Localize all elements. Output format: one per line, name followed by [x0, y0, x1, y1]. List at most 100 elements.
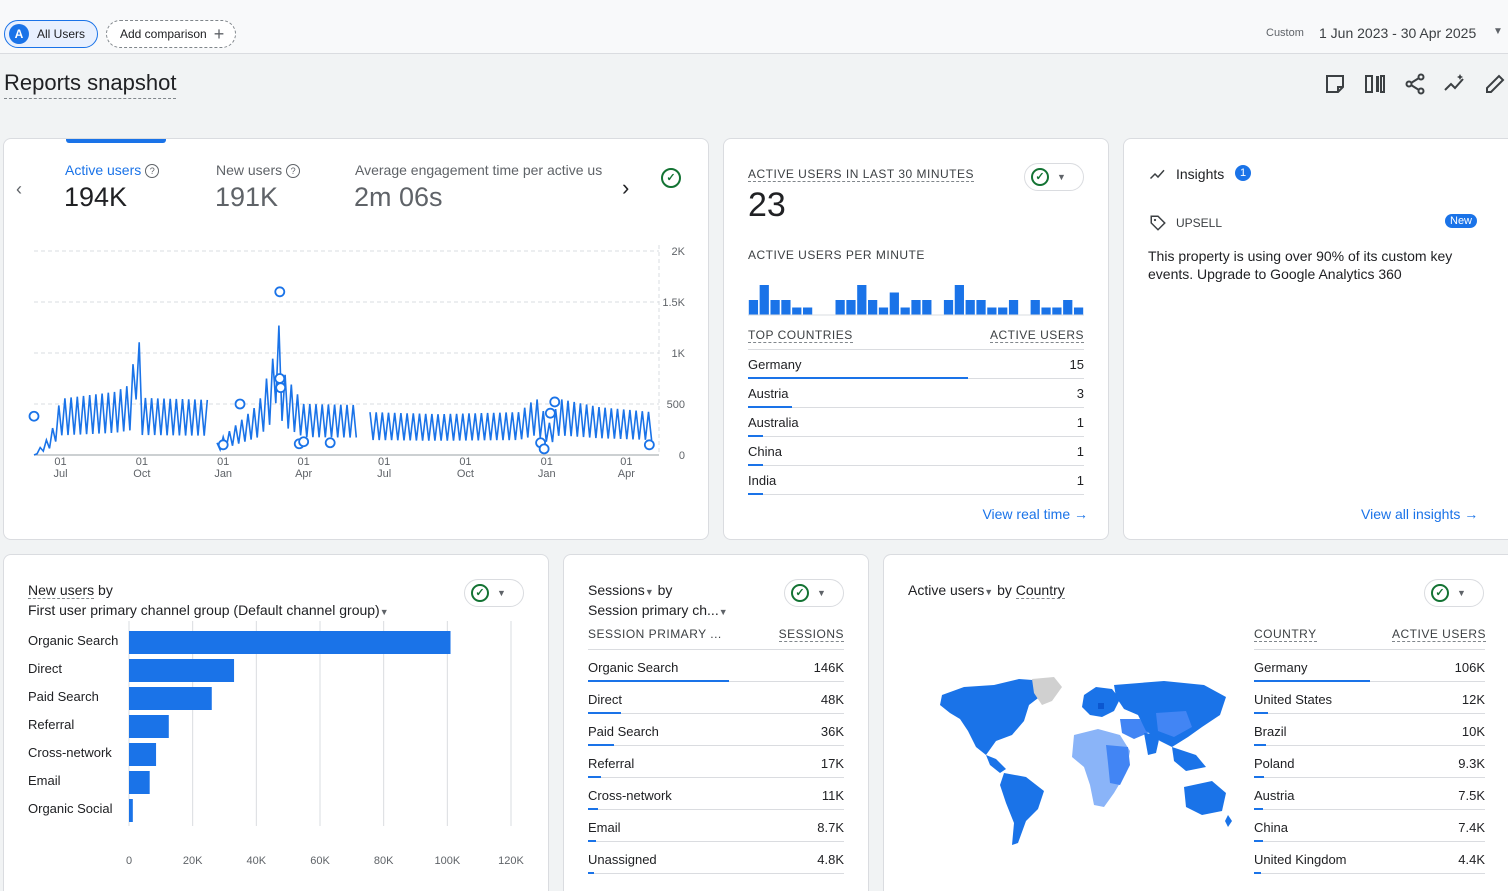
date-range-picker[interactable]: 1 Jun 2023 - 30 Apr 2025 — [1319, 25, 1477, 41]
all-users-chip[interactable]: A All Users — [4, 20, 98, 48]
x-tick-month: Jan — [538, 468, 556, 480]
table-row[interactable]: Cross-network 11K — [588, 778, 844, 810]
table-row[interactable]: Poland 9.3K — [1254, 746, 1485, 778]
minute-bar[interactable] — [943, 300, 954, 315]
dimension-selector[interactable]: First user primary channel group (Defaul… — [28, 602, 389, 618]
minute-bar[interactable] — [1041, 307, 1051, 316]
edit-icon[interactable] — [1483, 72, 1507, 96]
minute-bar[interactable] — [1008, 300, 1019, 315]
notes-icon[interactable] — [1323, 72, 1347, 96]
view-real-time-link[interactable]: View real time → — [982, 506, 1088, 522]
minute-bar[interactable] — [748, 300, 759, 315]
anomaly-marker[interactable] — [643, 439, 655, 451]
minute-bar[interactable] — [1030, 300, 1040, 315]
anomaly-marker[interactable] — [274, 373, 286, 384]
anomaly-marker[interactable] — [274, 286, 286, 298]
table-row[interactable]: United States 12K — [1254, 682, 1485, 714]
insights-trend-icon[interactable] — [1443, 72, 1467, 96]
card-options-dropdown[interactable]: ✓ ▼ — [784, 579, 844, 607]
table-row[interactable]: Austria 7.5K — [1254, 778, 1485, 810]
date-caret-icon[interactable]: ▼ — [1493, 26, 1503, 37]
channel-bar[interactable] — [129, 771, 150, 794]
metric-engagement-time[interactable]: Average engagement time per active us — [355, 162, 603, 178]
realtime-options-dropdown[interactable]: ✓ ▼ — [1024, 163, 1084, 191]
table-row[interactable]: China 1 — [748, 437, 1084, 466]
channel-bar[interactable] — [129, 687, 212, 710]
minute-bar[interactable] — [857, 285, 867, 315]
add-comparison-button[interactable]: Add comparison + — [106, 20, 236, 48]
table-row[interactable]: Organic Search 146K — [588, 650, 844, 682]
anomaly-marker[interactable] — [544, 407, 556, 419]
channel-bar[interactable] — [129, 631, 451, 654]
minute-bar[interactable] — [889, 292, 899, 316]
minute-bar[interactable] — [954, 285, 964, 315]
row-label: Direct — [588, 692, 622, 707]
minute-bar[interactable] — [846, 300, 856, 315]
minute-bar[interactable] — [1052, 307, 1062, 316]
dimension-selector[interactable]: Session primary ch...▼ — [588, 602, 728, 618]
minute-bar[interactable] — [868, 300, 878, 315]
table-row[interactable]: Email 8.7K — [588, 810, 844, 842]
help-icon[interactable]: ? — [145, 164, 160, 178]
date-range-type: Custom — [1266, 27, 1304, 39]
minute-bar[interactable] — [987, 307, 997, 316]
minute-bar[interactable] — [976, 300, 986, 315]
anomaly-marker[interactable] — [298, 436, 310, 448]
anomaly-marker[interactable] — [234, 398, 246, 410]
minute-bar[interactable] — [900, 307, 910, 316]
anomaly-marker[interactable] — [28, 410, 40, 422]
minute-bar[interactable] — [878, 307, 889, 316]
anomaly-marker[interactable] — [324, 437, 336, 449]
channel-bar[interactable] — [129, 799, 133, 822]
anomaly-marker[interactable] — [549, 396, 561, 408]
metric-name[interactable]: New users — [28, 582, 95, 599]
table-row[interactable]: Direct 48K — [588, 682, 844, 714]
share-icon[interactable] — [1403, 72, 1427, 96]
help-icon[interactable]: ? — [286, 164, 301, 178]
channel-bar[interactable] — [129, 715, 169, 738]
metric-active-users[interactable]: Active users? — [65, 162, 160, 178]
anomaly-marker[interactable] — [275, 382, 287, 394]
minute-bar[interactable] — [802, 307, 813, 316]
chevron-right-icon[interactable]: › — [622, 175, 630, 200]
table-row[interactable]: Referral 17K — [588, 746, 844, 778]
minute-bar[interactable] — [835, 300, 845, 315]
table-row[interactable]: Unassigned 4.8K — [588, 842, 844, 874]
caret-icon: ▼ — [718, 607, 728, 617]
compare-icon[interactable] — [1363, 72, 1387, 96]
chevron-left-icon[interactable]: ‹ — [16, 179, 22, 199]
minute-bar[interactable] — [781, 300, 791, 315]
minute-bar[interactable] — [792, 307, 802, 316]
table-row[interactable]: Australia 1 — [748, 408, 1084, 437]
anomaly-marker[interactable] — [538, 443, 550, 455]
table-row[interactable]: China 7.4K — [1254, 810, 1485, 842]
minute-bar[interactable] — [1073, 307, 1084, 316]
minute-bar[interactable] — [998, 307, 1008, 316]
anomaly-marker[interactable] — [217, 439, 229, 451]
minute-bar[interactable] — [911, 300, 921, 315]
metric-name[interactable]: Active users — [908, 582, 985, 598]
metric-new-users[interactable]: New users? — [216, 162, 301, 178]
card-options-dropdown[interactable]: ✓ ▼ — [464, 579, 524, 607]
insight-text[interactable]: This property is using over 90% of its c… — [1148, 248, 1453, 282]
table-row[interactable]: Paid Search 36K — [588, 714, 844, 746]
minute-bar[interactable] — [1063, 300, 1073, 315]
data-quality-check-icon[interactable]: ✓ — [661, 168, 681, 188]
channel-bar[interactable] — [129, 743, 157, 766]
table-row[interactable]: United Kingdom 4.4K — [1254, 842, 1485, 874]
minute-bar[interactable] — [759, 285, 769, 315]
minute-bar[interactable] — [770, 300, 780, 315]
view-all-insights-link[interactable]: View all insights → — [1361, 506, 1478, 522]
table-row[interactable]: India 1 — [748, 466, 1084, 495]
minute-bar[interactable] — [965, 300, 975, 315]
metric-name[interactable]: Sessions — [588, 582, 645, 598]
table-row[interactable]: Brazil 10K — [1254, 714, 1485, 746]
table-row[interactable]: Germany 106K — [1254, 650, 1485, 682]
channel-bar[interactable] — [129, 659, 235, 682]
table-row[interactable]: Germany 15 — [748, 350, 1084, 379]
minute-bar[interactable] — [922, 300, 932, 315]
table-row[interactable]: Austria 3 — [748, 379, 1084, 408]
world-map[interactable] — [934, 675, 1234, 855]
card-options-dropdown[interactable]: ✓ ▼ — [1424, 579, 1484, 607]
dimension-label[interactable]: Country — [1015, 582, 1065, 599]
